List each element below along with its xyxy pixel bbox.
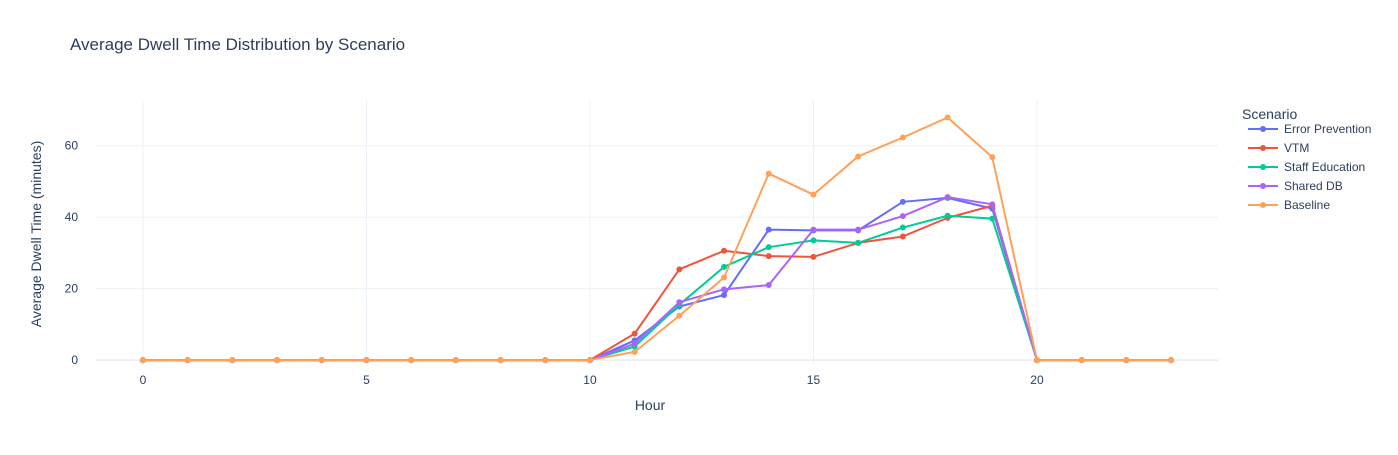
data-point[interactable]: [676, 312, 683, 319]
legend-swatch-marker: [1260, 126, 1266, 132]
series-line: [142, 116, 1172, 362]
legend-label: Error Prevention: [1284, 122, 1371, 136]
data-point[interactable]: [408, 357, 415, 364]
data-point[interactable]: [721, 286, 728, 293]
series-baseline: [139, 114, 1175, 364]
chart-title: Average Dwell Time Distribution by Scena…: [70, 35, 405, 54]
data-point[interactable]: [944, 212, 951, 219]
data-point[interactable]: [363, 357, 370, 364]
data-point[interactable]: [721, 247, 728, 254]
legend-swatch-marker: [1260, 164, 1266, 170]
data-point[interactable]: [765, 226, 772, 233]
data-point[interactable]: [1033, 357, 1040, 364]
data-point[interactable]: [899, 213, 906, 220]
x-axis-title: Hour: [635, 397, 666, 413]
series-layer: [139, 114, 1175, 364]
data-point[interactable]: [721, 263, 728, 270]
legend-item[interactable]: Staff Education: [1248, 160, 1365, 174]
y-axis-title: Average Dwell Time (minutes): [28, 141, 44, 327]
data-point[interactable]: [899, 233, 906, 240]
data-point[interactable]: [139, 357, 146, 364]
data-point[interactable]: [1168, 357, 1175, 364]
data-point[interactable]: [944, 194, 951, 201]
data-point[interactable]: [274, 357, 281, 364]
data-point[interactable]: [676, 266, 683, 273]
data-point[interactable]: [899, 198, 906, 205]
data-point[interactable]: [765, 253, 772, 260]
x-tick-label: 20: [1030, 373, 1044, 387]
data-point[interactable]: [810, 191, 817, 198]
legend-item[interactable]: Error Prevention: [1248, 122, 1371, 136]
y-tick-label: 20: [65, 282, 79, 296]
data-point[interactable]: [676, 299, 683, 306]
legend-label: VTM: [1284, 141, 1309, 155]
series-line: [142, 204, 1172, 362]
data-point[interactable]: [989, 154, 996, 161]
data-point[interactable]: [899, 134, 906, 141]
legend-swatch-marker: [1260, 145, 1266, 151]
data-point[interactable]: [1078, 357, 1085, 364]
data-point[interactable]: [765, 282, 772, 289]
x-tick-label: 5: [363, 373, 370, 387]
legend-swatch-marker: [1260, 183, 1266, 189]
legend-item[interactable]: Shared DB: [1248, 179, 1343, 193]
data-point[interactable]: [765, 244, 772, 251]
data-point[interactable]: [899, 224, 906, 231]
data-point[interactable]: [855, 239, 862, 246]
axes-layer: 0 5 10 15 20 0 20 40 60: [65, 139, 1044, 387]
data-point[interactable]: [810, 226, 817, 233]
data-point[interactable]: [855, 226, 862, 233]
data-point[interactable]: [542, 357, 549, 364]
x-tick-label: 10: [583, 373, 597, 387]
data-point[interactable]: [184, 357, 191, 364]
data-point[interactable]: [989, 215, 996, 222]
data-point[interactable]: [631, 330, 638, 337]
series-line: [142, 196, 1172, 362]
data-point[interactable]: [1123, 357, 1130, 364]
y-tick-label: 60: [65, 139, 79, 153]
legend-item[interactable]: Baseline: [1248, 198, 1330, 212]
data-point[interactable]: [586, 357, 593, 364]
y-tick-label: 0: [71, 353, 78, 367]
data-point[interactable]: [721, 274, 728, 281]
series-line: [142, 196, 1172, 362]
data-point[interactable]: [318, 357, 325, 364]
data-point[interactable]: [989, 201, 996, 208]
data-point[interactable]: [855, 153, 862, 160]
data-point[interactable]: [631, 348, 638, 355]
x-tick-label: 15: [807, 373, 821, 387]
data-point[interactable]: [452, 357, 459, 364]
data-point[interactable]: [765, 170, 772, 177]
legend-label: Shared DB: [1284, 179, 1343, 193]
data-point[interactable]: [944, 114, 951, 121]
legend-title: Scenario: [1242, 106, 1297, 122]
x-tick-label: 0: [140, 373, 147, 387]
data-point[interactable]: [810, 237, 817, 244]
legend-item[interactable]: VTM: [1248, 141, 1309, 155]
data-point[interactable]: [721, 292, 728, 299]
y-tick-label: 40: [65, 210, 79, 224]
legend-swatch-marker: [1260, 202, 1266, 208]
data-point[interactable]: [631, 340, 638, 347]
legend-label: Staff Education: [1284, 160, 1365, 174]
legend: Scenario Error Prevention VTM Staff Educat…: [1242, 106, 1371, 212]
data-point[interactable]: [229, 357, 236, 364]
data-point[interactable]: [497, 357, 504, 364]
series-staff-education: [139, 212, 1175, 364]
data-point[interactable]: [810, 253, 817, 260]
legend-label: Baseline: [1284, 198, 1330, 212]
